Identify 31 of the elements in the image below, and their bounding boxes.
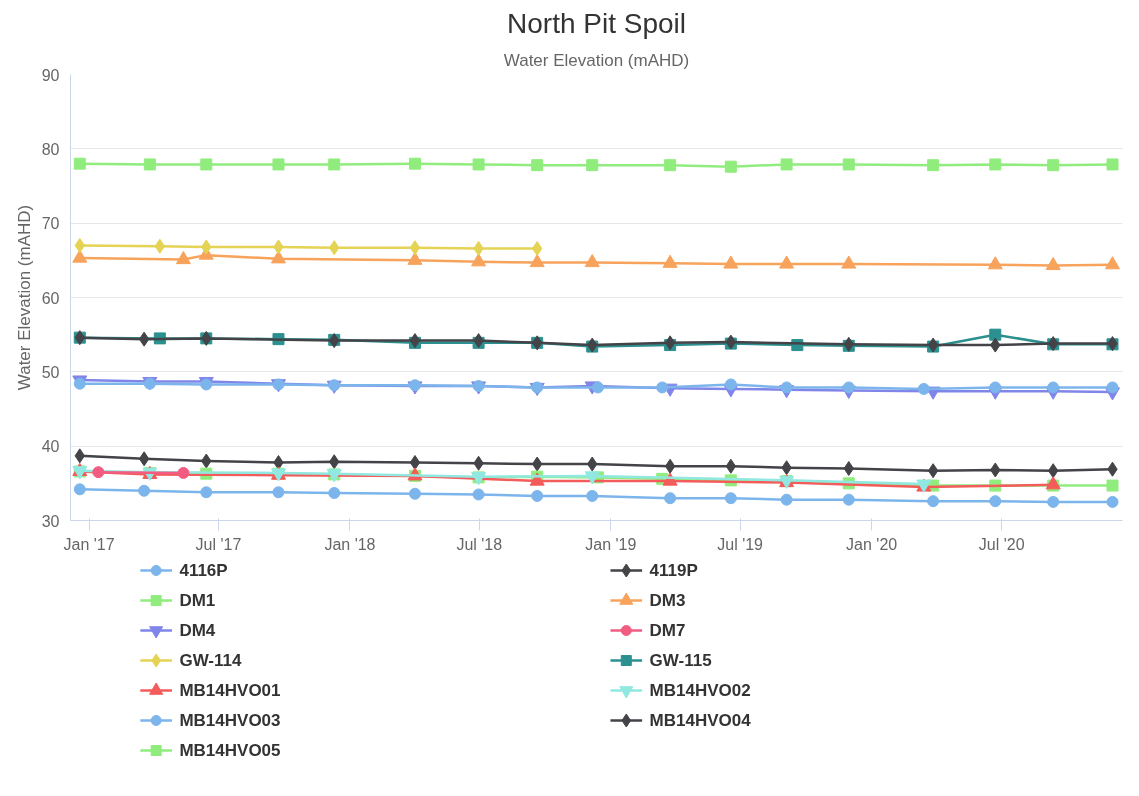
legend-label: DM7 (649, 621, 686, 640)
legend-label: MB14HVO03 (179, 711, 281, 730)
legend-label: GW-115 (649, 651, 712, 670)
y-tick-label: 80 (41, 140, 60, 158)
y-tick-label: 90 (41, 66, 60, 84)
legend-label: 4116P (179, 561, 228, 580)
x-tick-label: Jan '20 (846, 535, 898, 553)
x-tick-label: Jan '19 (585, 535, 637, 553)
y-tick-label: 40 (41, 438, 60, 456)
x-tick-label: Jul '20 (978, 535, 1025, 553)
legend-label: DM3 (649, 591, 686, 610)
y-tick-label: 30 (41, 512, 60, 530)
chart-title: North Pit Spoil (507, 7, 686, 39)
legend-label: GW-114 (179, 651, 242, 670)
legend-label: 4119P (649, 561, 698, 580)
x-tick-label: Jul '19 (717, 535, 764, 553)
x-tick-label: Jul '18 (456, 535, 503, 553)
y-tick-label: 60 (41, 289, 60, 307)
y-tick-label: 70 (41, 215, 60, 233)
y-tick-label: 50 (41, 363, 60, 381)
legend-label: MB14HVO04 (649, 711, 752, 730)
legend-label: MB14HVO05 (179, 741, 281, 760)
x-tick-label: Jan '18 (324, 535, 376, 553)
legend-label: DM4 (179, 621, 216, 640)
x-tick-label: Jul '17 (195, 535, 242, 553)
legend-label: DM1 (179, 591, 216, 610)
legend-label: MB14HVO01 (179, 681, 281, 700)
y-axis-title: Water Elevation (mAHD) (14, 204, 34, 391)
x-tick-label: Jan '17 (63, 535, 115, 553)
chart-subtitle: Water Elevation (mAHD) (503, 50, 690, 70)
legend-label: MB14HVO02 (649, 681, 751, 700)
